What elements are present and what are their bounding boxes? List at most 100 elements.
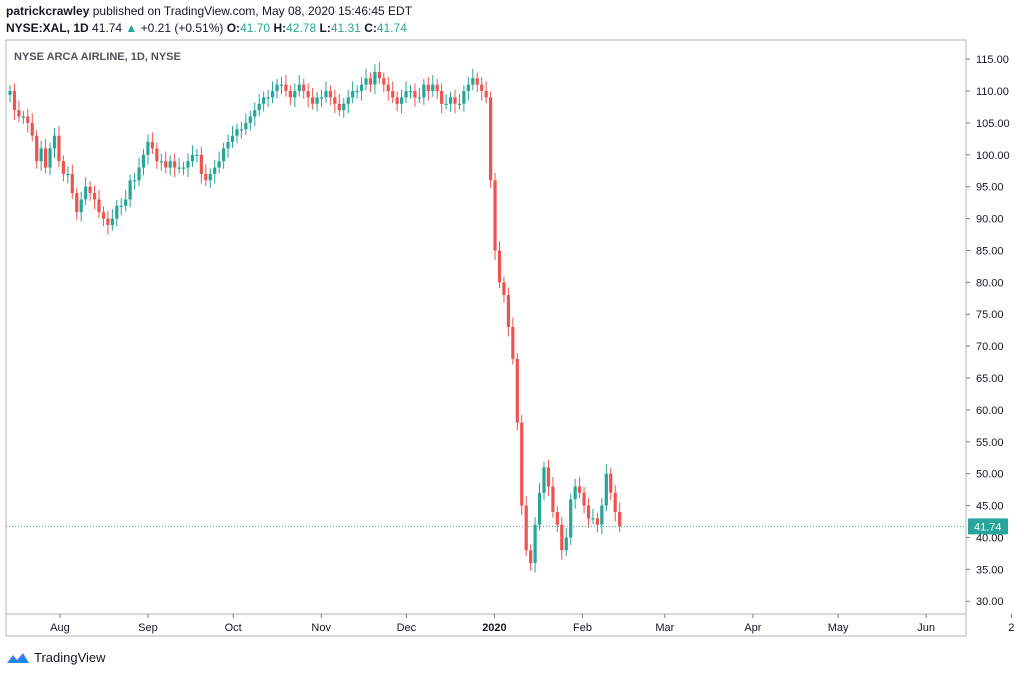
candle-body [293, 91, 297, 98]
high-value: 42.78 [286, 21, 317, 35]
candle-body [119, 205, 123, 208]
candle-body [44, 148, 48, 168]
axes: 30.00 35.00 40.00 45.00 50.00 55.00 60.00 65.00… [5, 39, 1014, 637]
x-tick-label: Oct [225, 622, 242, 634]
candle-body [190, 154, 195, 162]
candle-body [199, 154, 203, 174]
candle-body [537, 492, 542, 525]
candle-body [146, 142, 150, 155]
candle-body [8, 91, 12, 95]
candle-body [12, 91, 17, 111]
x-tick-label: 2 [1008, 622, 1014, 634]
candle-body [573, 486, 577, 500]
price-change: +0.21 (+0.51%) [140, 21, 224, 35]
candle-body [75, 193, 79, 213]
x-tick-label: Feb [573, 622, 592, 634]
y-tick-label: 45.00 [976, 501, 1004, 513]
candle-body [195, 154, 199, 156]
candle-body [248, 116, 252, 123]
candle-body [164, 161, 168, 168]
candle-body [208, 173, 212, 181]
x-tick-label: Jun [917, 622, 935, 634]
footer: TradingView [6, 650, 106, 665]
candle-body [270, 91, 275, 98]
author-name[interactable]: patrickcrawley [6, 4, 90, 18]
candle-body [457, 103, 462, 105]
candle-body [101, 212, 106, 219]
candle-body [471, 78, 475, 85]
x-tick-label: 2020 [482, 622, 506, 634]
candle-body [382, 78, 386, 85]
candle-body [159, 161, 163, 163]
candle-body [493, 180, 497, 251]
candle-body [324, 91, 328, 98]
y-tick-label: 65.00 [976, 373, 1004, 385]
candle-body [551, 486, 555, 512]
candle-body [484, 91, 488, 98]
candle-body [609, 473, 613, 493]
candle-body [386, 84, 390, 92]
y-tick-label: 75.00 [976, 309, 1004, 321]
candles [8, 62, 622, 573]
candle-body [524, 505, 528, 551]
candle-body [533, 524, 537, 563]
y-tick-label: 105.00 [976, 118, 1010, 130]
candle-body [266, 97, 270, 99]
candle-body [613, 492, 617, 512]
x-tick-label: Mar [655, 622, 674, 634]
candle-body [431, 84, 435, 92]
candle-body [39, 148, 43, 162]
candle-body [364, 78, 368, 85]
candle-body [52, 135, 57, 149]
x-tick-label: Nov [311, 622, 331, 634]
candle-body [511, 327, 515, 359]
y-tick-label: 85.00 [976, 245, 1004, 257]
x-tick-label: May [828, 622, 849, 634]
candle-body [275, 84, 279, 92]
candle-body [177, 167, 181, 169]
candle-body [204, 173, 208, 181]
candle-body [422, 84, 426, 98]
candle-body [555, 511, 559, 525]
candlestick-chart[interactable]: 30.00 35.00 40.00 45.00 50.00 55.00 60.00 65.00… [0, 0, 1024, 645]
candle-body [115, 205, 119, 219]
plot-frame [5, 39, 967, 637]
tradingview-logo-icon[interactable] [6, 651, 30, 665]
candle-body [582, 492, 586, 506]
candle-body [128, 180, 132, 200]
candle-body [66, 173, 70, 176]
candle-body [137, 167, 141, 181]
candle-body [155, 148, 159, 162]
y-tick-label: 115.00 [976, 54, 1009, 66]
candle-body [311, 97, 315, 104]
candle-body [315, 97, 319, 104]
candle-body [217, 161, 221, 168]
y-tick-label: 70.00 [976, 341, 1004, 353]
candle-body [435, 84, 439, 92]
y-tick-label: 90.00 [976, 214, 1004, 226]
symbol-label: NYSE:XAL, 1D [6, 21, 89, 35]
chart-title: NYSE ARCA AIRLINE, 1D, NYSE [14, 51, 181, 63]
candle-body [17, 110, 21, 117]
candle-body [426, 84, 430, 92]
candle-body [319, 97, 324, 99]
candle-body [351, 91, 355, 98]
low-value: 41.31 [330, 21, 361, 35]
open-label: O: [226, 21, 241, 35]
candle-body [342, 103, 346, 111]
candle-body [97, 199, 101, 213]
candle-body [48, 148, 52, 168]
close-label: C: [364, 21, 377, 35]
candle-body [569, 499, 573, 538]
candle-body [57, 135, 61, 162]
candle-body [288, 91, 292, 98]
candle-body [61, 161, 65, 174]
close-value: 41.74 [376, 21, 407, 35]
y-tick-label: 35.00 [976, 564, 1004, 576]
y-tick-label: 40.00 [976, 532, 1004, 544]
footer-brand[interactable]: TradingView [34, 650, 106, 665]
candle-body [306, 91, 310, 98]
candle-body [595, 518, 599, 525]
candle-body [618, 511, 622, 527]
candle-body [502, 282, 506, 296]
